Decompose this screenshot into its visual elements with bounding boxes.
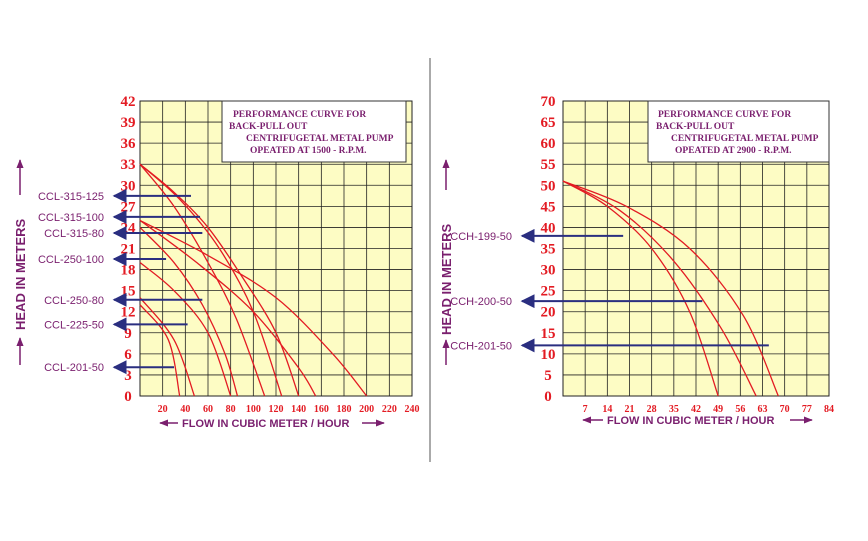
y-tick-labels: 0 5 10 15 20 25 30 35 40 45 50 55 60 65 70 — [541, 94, 556, 405]
x-tick-label: 240 — [405, 404, 420, 415]
x-tick-label: 63 — [758, 404, 768, 415]
y-tick-label: 5 — [544, 368, 552, 384]
y-tick-label: 15 — [541, 326, 556, 342]
y-tick-label: 70 — [541, 94, 556, 110]
x-axis-title: FLOW IN CUBIC METER / HOUR — [582, 415, 813, 427]
pump-model-label: CCL-225-50 — [44, 319, 104, 331]
pump-annotations: CCL-315-125 CCL-315-100 CCL-315-80 CCL-250-… — [38, 188, 203, 375]
x-tick-label: 14 — [602, 404, 612, 415]
y-tick-label: 10 — [541, 347, 556, 363]
chart-title-line-4: OPEATED AT 2900 - R.P.M. — [675, 146, 792, 156]
pump-model-label: CCH-201-50 — [450, 340, 512, 352]
y-tick-label: 50 — [541, 178, 556, 194]
y-tick-label: 39 — [121, 115, 136, 131]
y-tick-label: 36 — [121, 136, 137, 152]
y-axis-title: HEAD IN METERS — [13, 159, 28, 365]
y-tick-label: 6 — [124, 347, 132, 363]
y-tick-label: 33 — [121, 157, 136, 173]
pump-model-label: CCL-315-80 — [44, 228, 104, 240]
pump-model-label: CCL-315-100 — [38, 212, 104, 224]
y-tick-label: 35 — [541, 242, 556, 258]
y-tick-label: 18 — [121, 263, 136, 279]
performance-curve-4 — [139, 226, 239, 397]
x-tick-labels: 20 40 60 80 100 120 140 160 180 200 220 240 — [158, 404, 420, 415]
x-tick-label: 49 — [713, 404, 723, 415]
chart-title-line-4: OPEATED AT 1500 - R.P.M. — [250, 146, 367, 156]
y-tick-label: 15 — [121, 284, 136, 300]
x-tick-label: 200 — [359, 404, 374, 415]
performance-curve-2 — [139, 163, 283, 397]
x-tick-label: 56 — [735, 404, 745, 415]
y-tick-label: 0 — [124, 389, 132, 405]
x-tick-label: 120 — [269, 404, 284, 415]
pump-model-label: CCL-315-125 — [38, 191, 104, 203]
x-tick-label: 60 — [203, 404, 213, 415]
title-box: PERFORMANCE CURVE FOR BACK-PULL OUT CENT… — [221, 100, 407, 163]
x-tick-label: 7 — [583, 404, 588, 415]
pump-model-label: CCL-250-80 — [44, 295, 104, 307]
pump-model-label: CCL-201-50 — [44, 362, 104, 374]
y-tick-label: 25 — [541, 284, 556, 300]
chart-title-line-3: CENTRIFUGETAL METAL PUMP — [671, 134, 819, 144]
chart-title-line-2: BACK-PULL OUT — [656, 122, 735, 132]
svg-text:HEAD IN METERS: HEAD IN METERS — [439, 223, 454, 335]
x-tick-label: 180 — [337, 404, 352, 415]
y-tick-label: 20 — [541, 305, 556, 321]
y-tick-label: 30 — [121, 178, 136, 194]
x-axis-title: FLOW IN CUBIC METER / HOUR — [159, 418, 385, 430]
title-box: PERFORMANCE CURVE FOR BACK-PULL OUT CENT… — [647, 100, 830, 163]
chart-title-line-2: BACK-PULL OUT — [229, 122, 308, 132]
performance-curve-9 — [139, 219, 317, 397]
x-tick-label: 70 — [780, 404, 790, 415]
x-tick-label: 77 — [802, 404, 812, 415]
y-tick-label: 55 — [541, 157, 556, 173]
x-tick-label: 40 — [180, 404, 190, 415]
y-tick-label: 3 — [124, 368, 132, 384]
x-tick-label: 28 — [647, 404, 657, 415]
x-tick-label: 20 — [158, 404, 168, 415]
chart-2900-rpm: 0 5 10 15 20 25 30 35 40 45 50 55 60 65 70 7 14 21 28 35 42… — [439, 94, 834, 427]
x-tick-label: 100 — [246, 404, 261, 415]
svg-text:HEAD IN METERS: HEAD IN METERS — [13, 218, 28, 330]
x-tick-label: 42 — [691, 404, 701, 415]
pump-model-label: CCH-199-50 — [450, 231, 512, 243]
y-tick-label: 0 — [544, 389, 552, 405]
y-tick-label: 12 — [121, 305, 136, 321]
performance-curve-5 — [139, 262, 232, 397]
performance-curve-8 — [139, 219, 368, 397]
y-tick-label: 60 — [541, 136, 556, 152]
performance-curve-2 — [562, 180, 757, 397]
performance-curve-7 — [139, 304, 181, 397]
y-tick-label: 27 — [121, 199, 137, 215]
x-tick-label: 140 — [291, 404, 306, 415]
x-tick-label: 84 — [824, 404, 834, 415]
x-tick-label: 35 — [669, 404, 679, 415]
x-tick-label: 21 — [625, 404, 635, 415]
pump-model-label: CCH-200-50 — [450, 296, 512, 308]
pump-annotations: CCH-199-50 CCH-200-50 CCH-201-50 — [450, 228, 769, 353]
pump-model-label: CCL-250-100 — [38, 254, 104, 266]
curves — [139, 163, 368, 397]
y-tick-label: 9 — [124, 326, 132, 342]
y-tick-label: 21 — [121, 242, 136, 258]
y-axis-title: HEAD IN METERS — [439, 159, 454, 365]
y-tick-label: 45 — [541, 199, 556, 215]
svg-text:FLOW IN CUBIC METER / HOUR: FLOW IN CUBIC METER / HOUR — [182, 418, 349, 430]
y-tick-label: 42 — [121, 94, 136, 110]
x-tick-label: 80 — [226, 404, 236, 415]
chart-title-line-3: CENTRIFUGETAL METAL PUMP — [246, 134, 394, 144]
y-tick-label: 40 — [541, 220, 556, 236]
x-tick-label: 160 — [314, 404, 329, 415]
chart-title-line-1: PERFORMANCE CURVE FOR — [658, 110, 791, 120]
x-tick-labels: 7 14 21 28 35 42 49 56 63 70 77 84 — [583, 404, 834, 415]
y-tick-label: 30 — [541, 263, 556, 279]
x-tick-label: 220 — [382, 404, 397, 415]
chart-title-line-1: PERFORMANCE CURVE FOR — [233, 110, 366, 120]
performance-curve-6 — [139, 297, 196, 397]
svg-text:FLOW IN CUBIC METER / HOUR: FLOW IN CUBIC METER / HOUR — [607, 415, 774, 427]
y-tick-label: 65 — [541, 115, 556, 131]
